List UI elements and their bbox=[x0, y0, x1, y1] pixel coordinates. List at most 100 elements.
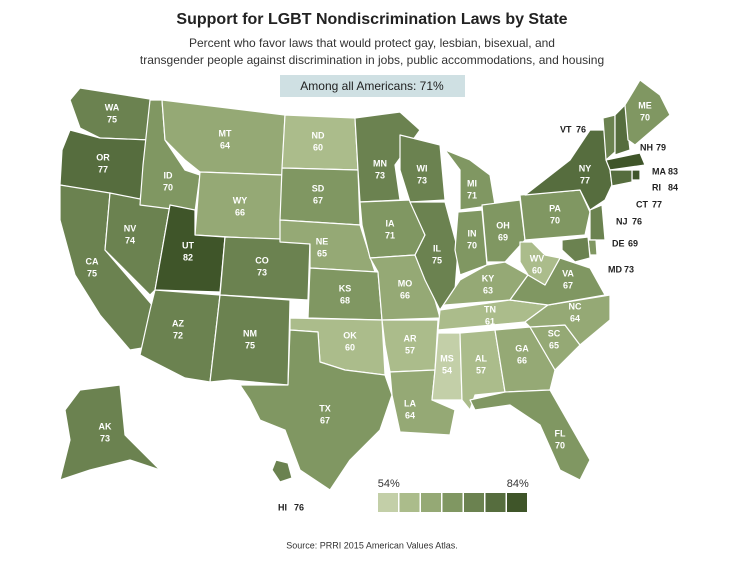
state bbox=[519, 241, 561, 286]
state-label: MA bbox=[652, 166, 666, 176]
state-label: SC bbox=[548, 328, 561, 338]
state-label: CO bbox=[255, 255, 269, 265]
legend-swatch bbox=[399, 493, 420, 512]
state-value: 64 bbox=[220, 140, 230, 150]
state-label: UT bbox=[182, 240, 194, 250]
state-value: 70 bbox=[467, 240, 477, 250]
state-value: 66 bbox=[235, 207, 245, 217]
state-value: 60 bbox=[313, 142, 323, 152]
state-value: 71 bbox=[467, 190, 477, 200]
state-label: MT bbox=[219, 128, 232, 138]
state bbox=[589, 204, 606, 241]
legend-label: 54% bbox=[378, 478, 400, 490]
state-value: 70 bbox=[640, 112, 650, 122]
state-value: 70 bbox=[555, 440, 565, 450]
state-label: NV bbox=[124, 223, 137, 233]
state-value: 69 bbox=[628, 238, 638, 248]
state-value: 84 bbox=[668, 182, 678, 192]
state-value: 54 bbox=[442, 365, 452, 375]
state-value: 64 bbox=[570, 313, 580, 323]
state-label: IA bbox=[386, 218, 396, 228]
legend-swatch bbox=[464, 493, 484, 512]
state-value: 73 bbox=[375, 170, 385, 180]
state-value: 74 bbox=[125, 235, 135, 245]
state bbox=[59, 384, 161, 481]
subtitle: transgender people against discriminatio… bbox=[140, 53, 604, 67]
state-value: 67 bbox=[313, 195, 323, 205]
legend-swatch bbox=[421, 493, 441, 512]
state-value: 75 bbox=[107, 114, 117, 124]
state-value: 76 bbox=[576, 124, 586, 134]
state bbox=[354, 111, 421, 203]
state-value: 63 bbox=[483, 285, 493, 295]
state-label: WI bbox=[417, 163, 428, 173]
state-label: IL bbox=[433, 243, 442, 253]
state-label: FL bbox=[555, 428, 566, 438]
state-value: 67 bbox=[320, 415, 330, 425]
legend-swatch bbox=[442, 493, 463, 512]
state-value: 66 bbox=[400, 290, 410, 300]
state-value: 76 bbox=[632, 216, 642, 226]
annotation: Among all Americans: 71% bbox=[300, 79, 444, 93]
state bbox=[271, 459, 293, 483]
state bbox=[605, 152, 646, 171]
state-label: NC bbox=[569, 301, 582, 311]
state-label: OH bbox=[496, 220, 510, 230]
state-label: TX bbox=[319, 403, 331, 413]
state bbox=[494, 326, 556, 393]
state-value: 77 bbox=[580, 175, 590, 185]
state-label: KS bbox=[339, 283, 352, 293]
state-value: 77 bbox=[98, 164, 108, 174]
state-label: ME bbox=[638, 100, 652, 110]
state-label: RI bbox=[652, 182, 661, 192]
state bbox=[561, 236, 591, 263]
legend-swatch bbox=[485, 493, 506, 512]
state bbox=[609, 169, 633, 187]
state-label: AR bbox=[404, 333, 417, 343]
state-value: 82 bbox=[183, 252, 193, 262]
subtitle: Percent who favor laws that would protec… bbox=[189, 36, 555, 50]
state-label: MS bbox=[440, 353, 454, 363]
state-value: 83 bbox=[668, 166, 678, 176]
state-label: ID bbox=[164, 170, 174, 180]
state bbox=[239, 329, 393, 491]
state-label: NJ bbox=[616, 216, 628, 226]
state-value: 75 bbox=[87, 268, 97, 278]
state-label: KY bbox=[482, 273, 495, 283]
state-value: 72 bbox=[173, 330, 183, 340]
state-value: 61 bbox=[485, 316, 495, 326]
state-label: MI bbox=[467, 178, 477, 188]
state-label: SD bbox=[312, 183, 325, 193]
state-label: WY bbox=[233, 195, 248, 205]
state bbox=[624, 79, 671, 146]
state-label: HI bbox=[278, 502, 287, 512]
state-value: 64 bbox=[405, 410, 415, 420]
annotation-box bbox=[280, 75, 465, 97]
state-value: 75 bbox=[432, 255, 442, 265]
state bbox=[399, 134, 446, 203]
state-value: 79 bbox=[656, 142, 666, 152]
state bbox=[307, 267, 383, 321]
state bbox=[454, 209, 488, 276]
state-value: 73 bbox=[624, 264, 634, 274]
state-value: 77 bbox=[652, 199, 662, 209]
state-label: ND bbox=[312, 130, 325, 140]
state bbox=[481, 199, 526, 263]
state-label: MN bbox=[373, 158, 387, 168]
state-label: OK bbox=[343, 330, 357, 340]
state-value: 66 bbox=[517, 355, 527, 365]
state-value: 57 bbox=[476, 365, 486, 375]
state-label: NH bbox=[640, 142, 653, 152]
state-label: MD bbox=[608, 264, 622, 274]
state-value: 73 bbox=[417, 175, 427, 185]
state-label: VT bbox=[560, 124, 572, 134]
state-label: CT bbox=[636, 199, 648, 209]
state-label: DE bbox=[612, 238, 625, 248]
map-title: Support for LGBT Nondiscrimination Laws … bbox=[176, 11, 567, 28]
state-value: 65 bbox=[317, 248, 327, 258]
state-label: CA bbox=[86, 256, 99, 266]
state-value: 75 bbox=[245, 340, 255, 350]
state-value: 67 bbox=[563, 280, 573, 290]
state-value: 65 bbox=[549, 340, 559, 350]
